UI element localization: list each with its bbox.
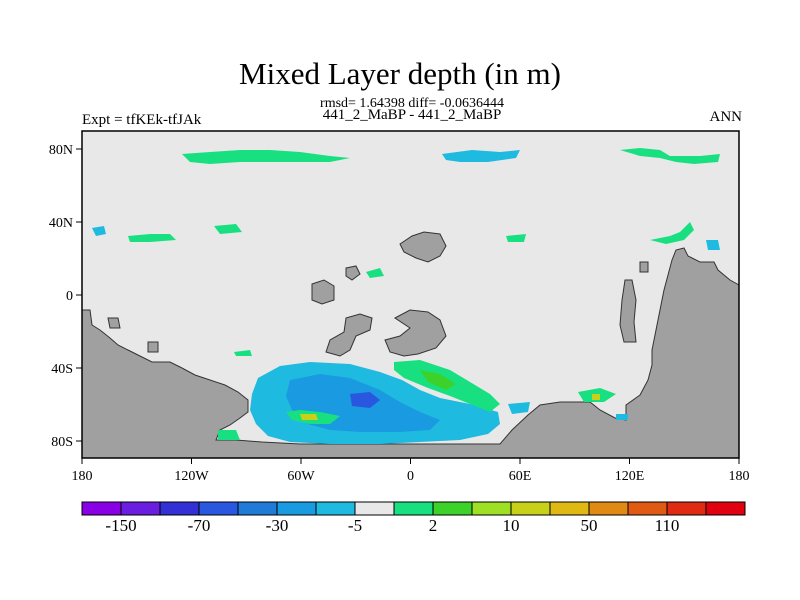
colorbar-box — [81, 501, 122, 516]
experiment-label: Expt = tfKEk-tfJAk — [82, 112, 202, 128]
landmass-center-2 — [325, 313, 373, 357]
x-tick-label: 60E — [509, 469, 532, 484]
southern-landmass — [81, 247, 740, 459]
colorbar-box — [432, 501, 473, 516]
landmass-small-1 — [107, 317, 121, 329]
colorbar-label: 50 — [581, 516, 598, 535]
colorbar-box — [549, 501, 590, 516]
y-tick-label: 80N — [49, 143, 73, 158]
colorbar-box — [510, 501, 551, 516]
colorbar-label: 2 — [429, 516, 438, 535]
x-tick-label: 60W — [287, 469, 315, 484]
colorbar-box — [120, 501, 161, 516]
colorbar-box — [198, 501, 239, 516]
colorbar-box — [159, 501, 200, 516]
eastern-landmass — [619, 279, 637, 343]
colorbar-box — [276, 501, 317, 516]
y-tick-label: 0 — [66, 289, 73, 304]
season-label: ANN — [709, 109, 743, 125]
landmass-north-3 — [345, 265, 361, 281]
colorbar: -150 -70 -30 -5 2 10 50 110 — [81, 501, 746, 535]
x-axis-labels: 180 120W 60W 0 60E 120E 180 — [72, 469, 750, 484]
colorbar-box — [627, 501, 668, 516]
axis-tick-marks — [76, 148, 740, 464]
y-tick-label: 80S — [51, 435, 73, 450]
landmass-north-1 — [399, 231, 447, 263]
map-panel — [81, 130, 740, 459]
y-tick-label: 40N — [49, 216, 73, 231]
colorbar-label: -70 — [188, 516, 211, 535]
colorbar-label: 10 — [503, 516, 520, 535]
landmass-small-3 — [639, 261, 649, 273]
x-tick-label: 180 — [72, 469, 93, 484]
x-tick-label: 120E — [615, 469, 645, 484]
landmass-north-2 — [311, 279, 335, 305]
colorbar-box — [705, 501, 746, 516]
colorbar-label: -30 — [266, 516, 289, 535]
x-tick-label: 0 — [407, 469, 414, 484]
x-tick-label: 180 — [729, 469, 750, 484]
land-masses — [81, 231, 740, 459]
colorbar-label: -150 — [105, 516, 136, 535]
colorbar-label: -5 — [348, 516, 362, 535]
colorbar-box — [471, 501, 512, 516]
colorbar-box — [237, 501, 278, 516]
landmass-center-1 — [384, 309, 447, 357]
subtitle: 441_2_MaBP - 441_2_MaBP — [322, 107, 502, 123]
map-title: Mixed Layer depth (in m) — [239, 56, 561, 91]
colorbar-boxes — [81, 501, 746, 516]
stats-text: rmsd= 1.64398 diff= -0.0636444 — [320, 96, 504, 111]
y-tick-label: 40S — [51, 362, 73, 377]
positive-anomaly-regions — [128, 148, 720, 440]
colorbar-box — [354, 501, 395, 516]
colorbar-box — [666, 501, 707, 516]
x-tick-label: 120W — [174, 469, 209, 484]
colorbar-label: 110 — [655, 516, 680, 535]
colorbar-box — [393, 501, 434, 516]
landmass-small-2 — [147, 341, 159, 353]
colorbar-box — [588, 501, 629, 516]
colorbar-box — [315, 501, 356, 516]
y-axis-labels: 80N 40N 0 40S 80S — [49, 143, 73, 450]
